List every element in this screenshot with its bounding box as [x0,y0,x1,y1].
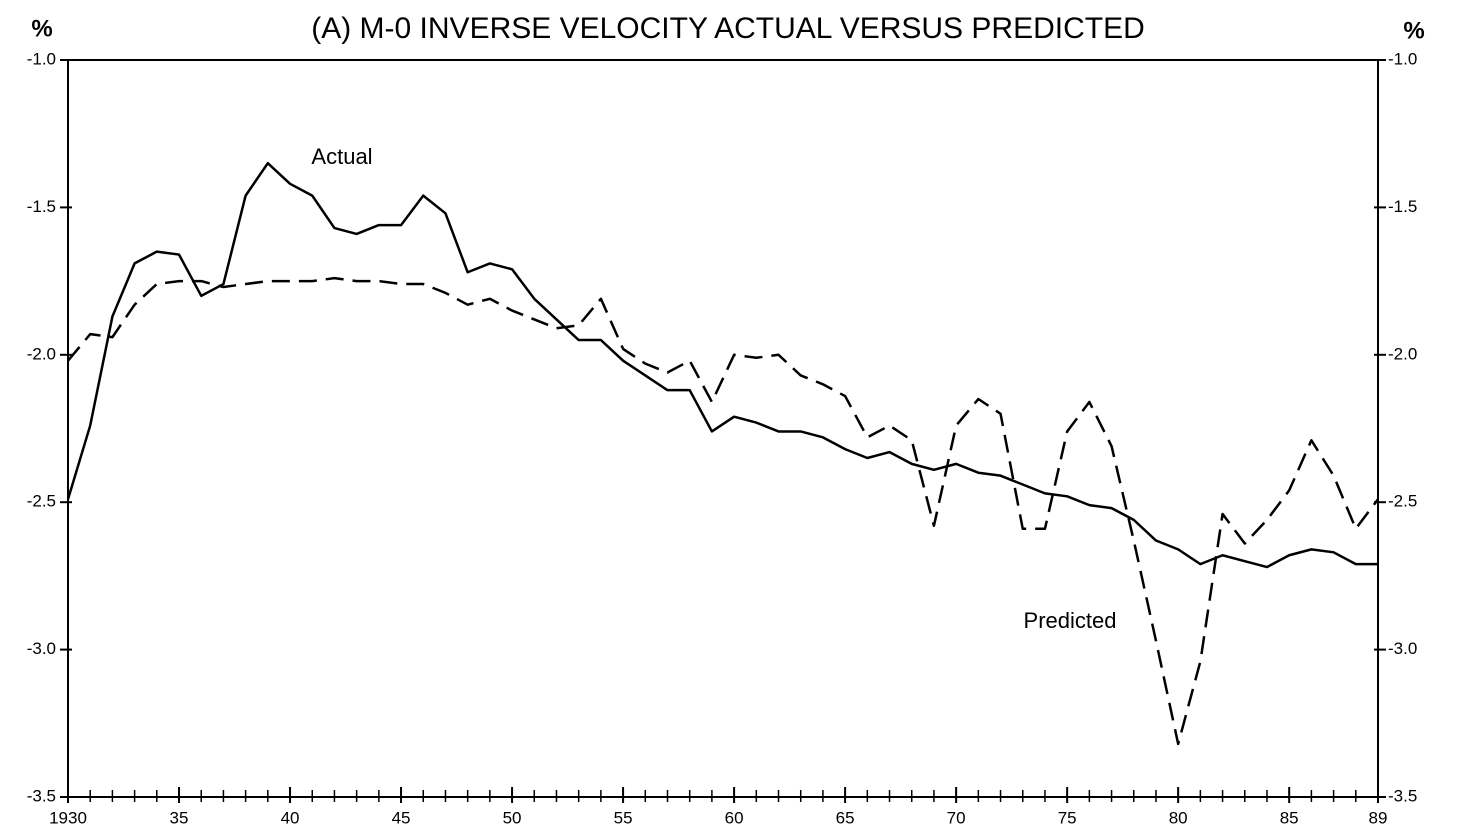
x-tick-label: 80 [1169,808,1188,827]
y-tick-label: -2.5 [27,492,56,511]
x-tick-label: 35 [170,808,189,827]
y2-tick-label: -1.5 [1388,197,1417,216]
x-tick-label: 50 [503,808,522,827]
y-tick-label: -3.0 [27,639,56,658]
x-tick-label: 65 [836,808,855,827]
y2-tick-label: -1.0 [1388,49,1417,68]
line-series [66,161,1378,569]
series-annotation: Actual [311,144,372,169]
x-tick-label: 70 [947,808,966,827]
line-series [67,276,1379,746]
x-tick-label: 55 [614,808,633,827]
y-axis-label: % [31,15,52,42]
x-tick-label: 1930 [49,808,87,827]
x-tick-label: 85 [1280,808,1299,827]
y2-tick-label: -3.0 [1388,639,1417,658]
y2-tick-label: -2.5 [1388,492,1417,511]
y2-axis-label: % [1403,17,1424,44]
y2-tick-label: -2.0 [1388,344,1417,363]
y-tick-label: -3.5 [27,786,56,805]
y-tick-label: -2.0 [27,344,56,363]
chart-title: (A) M-0 INVERSE VELOCITY ACTUAL VERSUS P… [311,12,1145,45]
y-tick-label: -1.5 [27,197,56,216]
x-tick-label: 89 [1369,808,1388,827]
y-tick-label: -1.0 [27,49,56,68]
plot-frame [67,59,1379,798]
y2-tick-label: -3.5 [1388,786,1417,805]
x-tick-label: 60 [725,808,744,827]
x-tick-label: 40 [281,808,300,827]
x-tick-label: 75 [1058,808,1077,827]
series-annotation: Predicted [1024,608,1117,633]
x-tick-label: 45 [392,808,411,827]
